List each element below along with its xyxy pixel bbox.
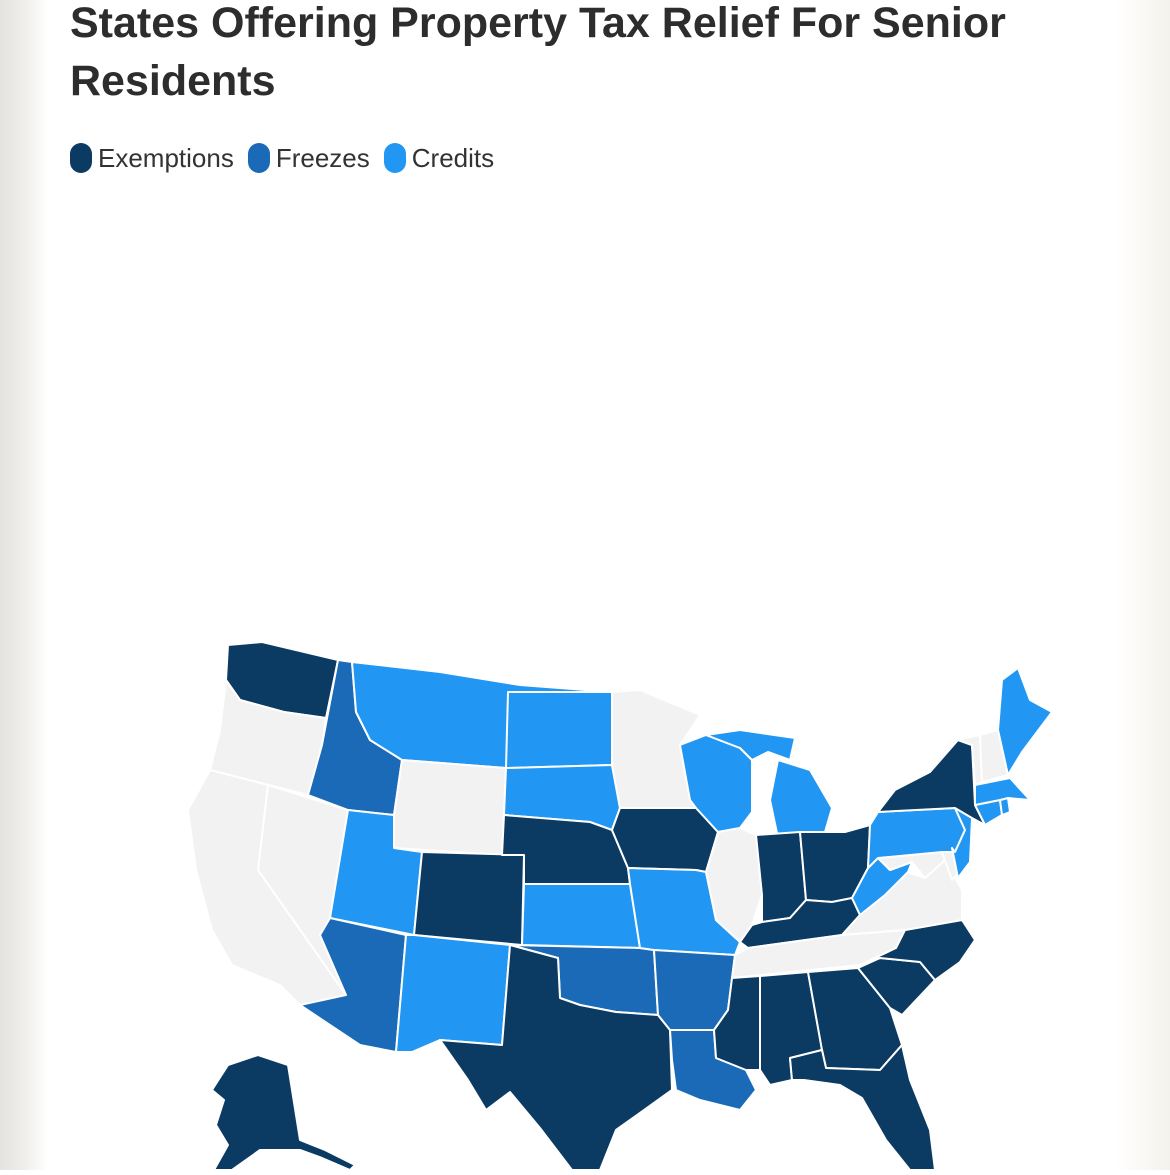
state-vt[interactable] (957, 734, 983, 786)
state-ks[interactable] (521, 883, 641, 949)
page-edge-left (0, 0, 48, 1170)
state-tx[interactable] (439, 944, 673, 1171)
legend-item-exemptions[interactable]: Exemptions (70, 143, 234, 174)
state-ma[interactable] (974, 777, 1031, 806)
state-ia[interactable] (611, 807, 719, 873)
state-nm[interactable] (395, 934, 511, 1053)
legend-item-freezes[interactable]: Freezes (247, 142, 370, 174)
state-nd[interactable] (505, 691, 613, 769)
state-nj[interactable] (951, 807, 973, 879)
state-mi[interactable] (705, 729, 796, 761)
page-edge-right (1114, 0, 1170, 1170)
legend: Exemptions Freezes Credits (70, 138, 508, 178)
state-wy[interactable] (393, 759, 507, 856)
legend-label-exemptions: Exemptions (98, 142, 234, 173)
legend-label-credits: Credits (411, 142, 495, 173)
map-title: States Offering Property Tax Relief For … (70, 0, 1006, 105)
state-co[interactable] (413, 851, 525, 946)
legend-item-credits[interactable]: Credits (383, 142, 495, 174)
legend-swatch-credits (383, 143, 406, 173)
state-ak[interactable] (211, 1054, 356, 1171)
state-mi-lower[interactable] (769, 759, 833, 839)
state-nc[interactable] (859, 919, 976, 981)
legend-swatch-exemptions (70, 143, 92, 173)
state-me[interactable] (997, 667, 1053, 776)
state-mo[interactable] (627, 867, 741, 956)
legend-label-freezes: Freezes (275, 142, 370, 173)
legend-swatch-freezes (247, 143, 270, 173)
